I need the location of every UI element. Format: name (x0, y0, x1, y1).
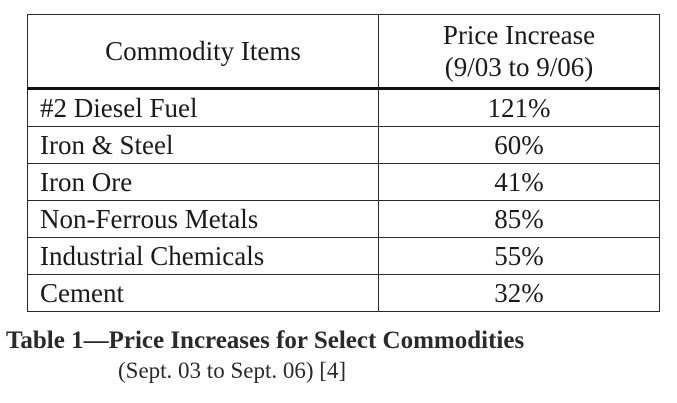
header-commodity-items: Commodity Items (27, 14, 379, 90)
table-row: Iron Ore 41% (27, 163, 660, 201)
price-increase-cell: 60% (378, 126, 660, 164)
commodity-cell: Iron Ore (27, 163, 379, 201)
caption-subtitle: (Sept. 03 to Sept. 06) [4] (118, 358, 347, 383)
table-caption: Table 1—Price Increases for Select Commo… (6, 326, 524, 386)
commodity-price-table-container: Commodity Items Price Increase (9/03 to … (27, 14, 660, 312)
header-price-increase: Price Increase (9/03 to 9/06) (378, 14, 660, 90)
commodity-price-table: Commodity Items Price Increase (9/03 to … (27, 14, 660, 312)
header-price-increase-period: (9/03 to 9/06) (444, 52, 594, 82)
price-increase-cell: 55% (378, 237, 660, 275)
caption-title: Table 1—Price Increases for Select Commo… (6, 327, 525, 354)
price-increase-cell: 41% (378, 163, 660, 201)
commodity-cell: #2 Diesel Fuel (27, 88, 379, 127)
table-row: #2 Diesel Fuel 121% (27, 88, 660, 127)
commodity-cell: Industrial Chemicals (27, 237, 379, 275)
price-increase-cell: 32% (378, 274, 660, 312)
commodity-cell: Non-Ferrous Metals (27, 200, 379, 238)
header-price-increase-title: Price Increase (442, 20, 596, 50)
table-row: Iron & Steel 60% (27, 126, 660, 164)
commodity-cell: Iron & Steel (27, 126, 379, 164)
price-increase-cell: 85% (378, 200, 660, 238)
header-row: Commodity Items Price Increase (9/03 to … (27, 14, 660, 90)
table-row: Non-Ferrous Metals 85% (27, 200, 660, 238)
table-row: Industrial Chemicals 55% (27, 237, 660, 275)
commodity-cell: Cement (27, 274, 379, 312)
price-increase-cell: 121% (378, 88, 660, 127)
table-row: Cement 32% (27, 274, 660, 312)
